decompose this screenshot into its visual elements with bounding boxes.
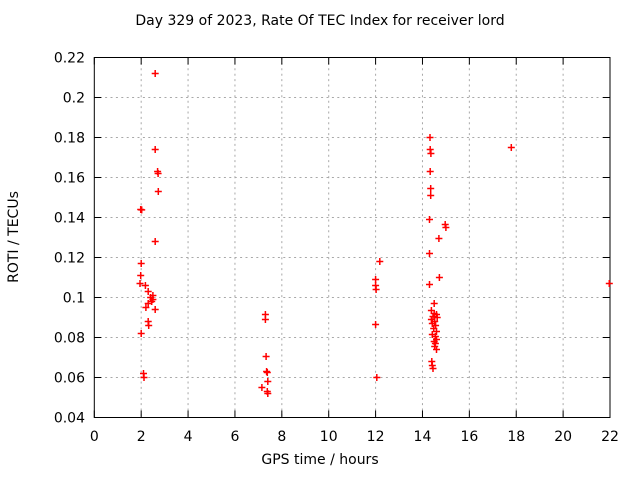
data-point-marker bbox=[427, 185, 435, 192]
chart-title: Day 329 of 2023, Rate Of TEC Index for r… bbox=[135, 13, 505, 29]
data-point-marker bbox=[372, 321, 380, 328]
data-point-marker bbox=[264, 378, 272, 385]
data-point-marker bbox=[151, 306, 159, 313]
data-point-marker bbox=[372, 276, 380, 283]
data-point-marker bbox=[433, 346, 440, 353]
data-point-marker bbox=[433, 328, 440, 335]
y-tick-label: 0.04 bbox=[54, 411, 85, 427]
x-tick-label: 0 bbox=[90, 429, 99, 445]
data-point-marker bbox=[372, 286, 380, 293]
data-point-marker bbox=[435, 235, 443, 242]
y-tick-label: 0.08 bbox=[54, 331, 85, 347]
data-point-marker bbox=[427, 150, 435, 157]
data-point-marker bbox=[442, 224, 450, 231]
data-point-marker bbox=[149, 296, 157, 303]
y-tick-label: 0.22 bbox=[54, 51, 85, 67]
x-tick-label: 22 bbox=[601, 429, 619, 445]
data-point-marker bbox=[426, 281, 433, 288]
data-point-marker bbox=[373, 374, 381, 381]
x-axis-label: GPS time / hours bbox=[261, 452, 379, 468]
data-point-marker bbox=[154, 170, 162, 177]
y-tick-label: 0.18 bbox=[54, 131, 85, 147]
x-tick-label: 18 bbox=[507, 429, 525, 445]
x-tick-label: 14 bbox=[414, 429, 432, 445]
data-point-marker bbox=[142, 304, 150, 311]
y-tick-label: 0.14 bbox=[54, 211, 85, 227]
x-tick-label: 8 bbox=[277, 429, 286, 445]
data-point-marker bbox=[376, 258, 384, 265]
x-tick-label: 2 bbox=[137, 429, 146, 445]
y-tick-label: 0.2 bbox=[63, 91, 85, 107]
data-point-marker bbox=[151, 70, 159, 77]
data-point-marker bbox=[427, 192, 435, 199]
data-point-marker bbox=[137, 330, 145, 337]
data-point-marker bbox=[258, 384, 266, 391]
data-point-marker bbox=[138, 206, 146, 214]
data-point-marker bbox=[145, 322, 153, 329]
x-tick-label: 6 bbox=[230, 429, 239, 445]
y-tick-label: 0.16 bbox=[54, 171, 85, 187]
y-tick-label: 0.12 bbox=[54, 251, 85, 267]
data-point-marker bbox=[137, 260, 145, 267]
data-point-marker bbox=[137, 272, 145, 279]
data-point-marker bbox=[263, 369, 271, 376]
data-point-marker bbox=[264, 390, 272, 397]
data-point-marker bbox=[144, 288, 152, 295]
data-point-marker bbox=[430, 300, 438, 307]
data-point-marker bbox=[154, 188, 162, 195]
data-point-marker bbox=[507, 144, 515, 151]
data-point-marker bbox=[151, 146, 159, 153]
data-point-marker bbox=[426, 250, 433, 257]
data-point-marker bbox=[261, 316, 269, 323]
data-point-marker bbox=[262, 353, 270, 360]
data-point-marker bbox=[435, 274, 443, 281]
data-point-marker bbox=[136, 280, 144, 287]
data-point-marker bbox=[141, 282, 149, 289]
data-point-marker bbox=[151, 238, 159, 245]
data-point-marker bbox=[140, 374, 148, 381]
data-point-marker bbox=[426, 134, 434, 141]
x-tick-label: 12 bbox=[367, 429, 385, 445]
x-tick-label: 4 bbox=[184, 429, 193, 445]
y-tick-label: 0.1 bbox=[63, 291, 85, 307]
x-tick-label: 16 bbox=[460, 429, 478, 445]
x-tick-label: 10 bbox=[320, 429, 338, 445]
data-point-marker bbox=[605, 280, 613, 287]
data-point-marker bbox=[433, 314, 441, 321]
data-point-marker bbox=[426, 216, 433, 223]
y-tick-label: 0.06 bbox=[54, 371, 85, 387]
plot-border bbox=[93, 57, 611, 418]
x-tick-label: 20 bbox=[554, 429, 572, 445]
data-point-marker bbox=[429, 365, 437, 372]
data-point-marker bbox=[426, 168, 434, 175]
